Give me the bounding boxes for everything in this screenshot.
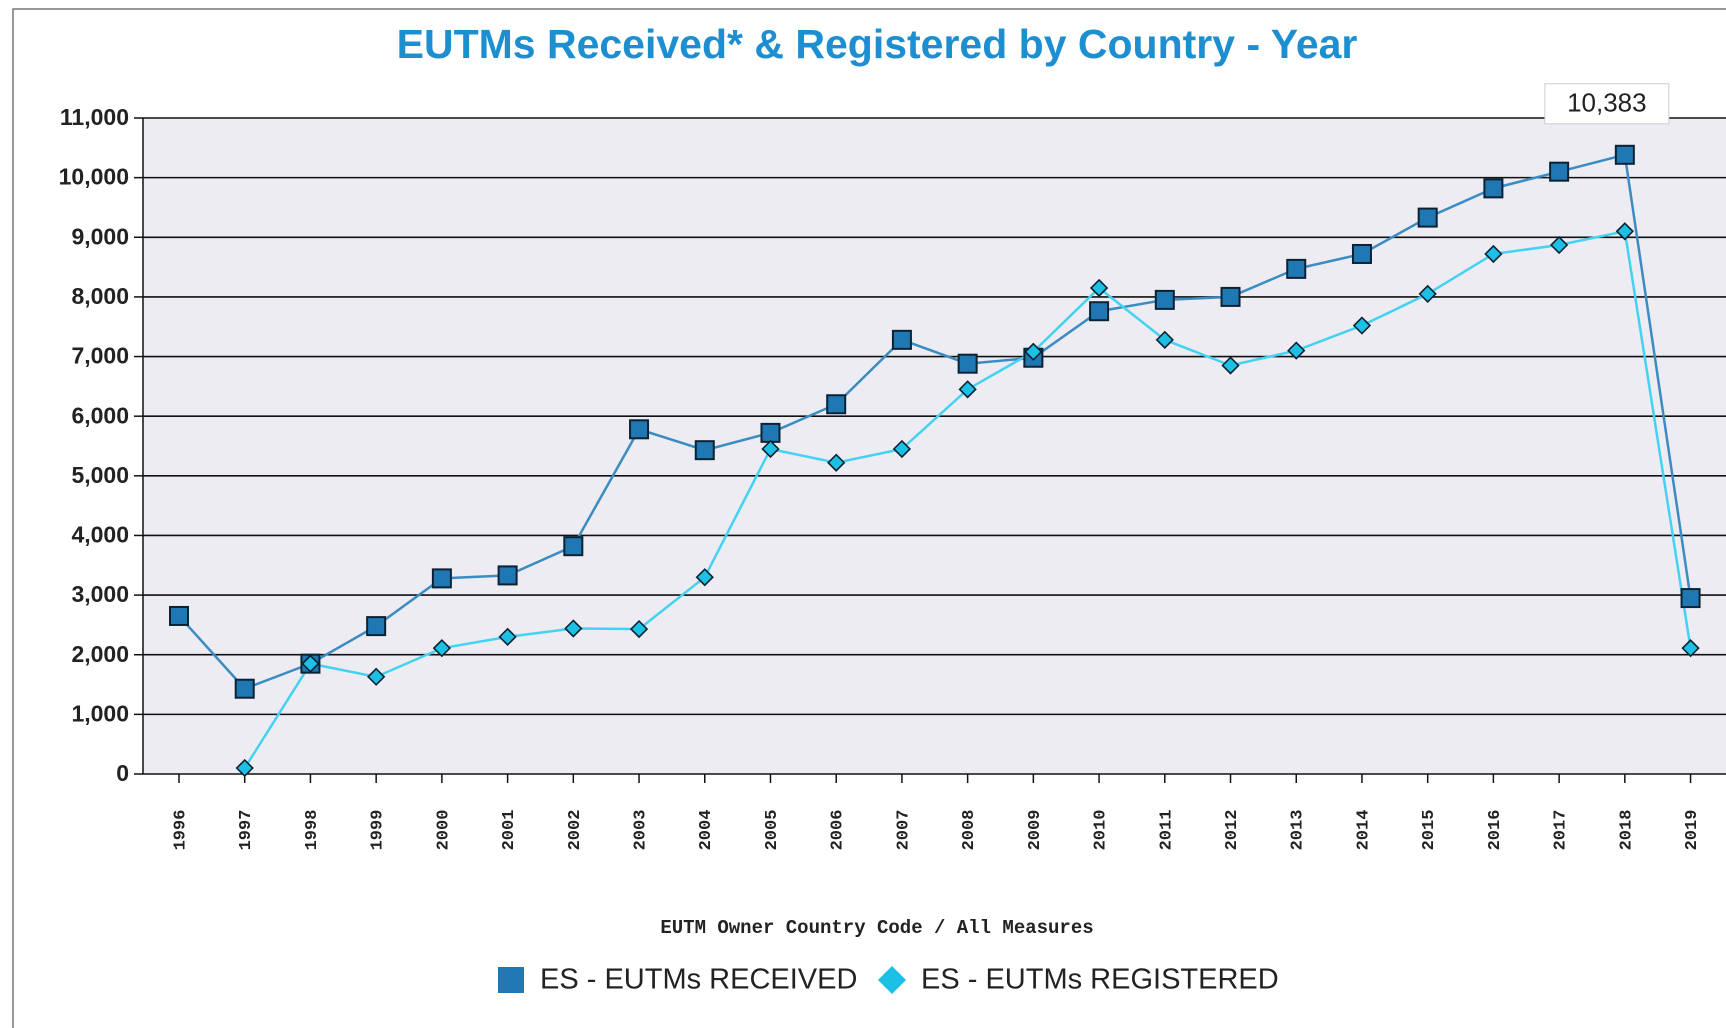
x-tick-label: 1999 [369,810,388,851]
data-point [1220,286,1241,307]
data-label: 10,383 [1567,88,1647,118]
data-point [1351,243,1372,264]
x-tick-label: 2015 [1420,810,1439,851]
data-label-box [1544,83,1670,125]
y-tick-label: 11,000 [60,104,129,130]
data-point [1352,316,1372,335]
data-point [431,568,452,589]
data-point [694,440,715,461]
data-point [827,453,846,472]
data-point [958,380,977,399]
x-tick-label: 2013 [1289,810,1308,851]
legend-swatch [878,966,906,994]
x-tick-label: 2004 [697,810,716,851]
data-point [497,565,518,586]
data-point [301,654,320,673]
x-tick-label: 2000 [434,810,453,851]
data-point [891,329,912,350]
x-tick-label: 1997 [237,810,256,851]
data-point [957,353,978,374]
data-point [1680,588,1701,609]
y-tick-label: 1,000 [71,700,129,726]
data-point [564,619,583,638]
data-point [1615,222,1634,241]
data-point [1089,301,1110,322]
y-tick-label: 4,000 [71,522,129,548]
data-point [169,605,189,626]
data-point [1089,278,1109,298]
data-point [1483,178,1504,199]
x-tick-label: 2007 [894,810,913,851]
data-point [1417,207,1438,228]
x-tick-label: 2005 [763,810,782,851]
y-tick-label: 10,000 [59,164,129,190]
data-point [1286,258,1307,279]
x-tick-label: 2011 [1157,810,1176,851]
x-tick-label: 2002 [566,810,585,851]
data-point [695,568,714,587]
data-point [1024,342,1043,361]
data-point [366,616,387,637]
data-point [367,667,386,686]
y-tick-label: 9,000 [71,223,129,249]
legend-label: ES - EUTMs REGISTERED [921,964,1279,996]
x-axis-label: EUTM Owner Country Code / All Measures [660,917,1093,939]
data-point [760,422,781,443]
data-point [826,394,847,415]
y-tick-label: 2,000 [71,641,129,667]
x-tick-label: 2010 [1092,810,1111,851]
data-point [629,419,650,440]
data-point [1614,144,1635,165]
chart-title: EUTMs Received* & Registered by Country … [397,21,1358,67]
data-point [892,439,912,459]
data-point [1549,161,1570,182]
series-line [178,153,1692,691]
data-point [234,678,255,699]
data-point [1484,244,1503,264]
y-tick-label: 3,000 [71,581,129,607]
y-tick-label: 8,000 [71,283,129,309]
x-tick-label: 2019 [1683,810,1702,851]
data-point [1155,330,1174,349]
legend-swatch [498,967,524,993]
data-point [498,627,517,646]
x-tick-label: 1998 [303,810,322,851]
y-tick-label: 6,000 [71,402,129,428]
data-point [1549,235,1569,255]
x-tick-label: 2009 [1026,810,1045,851]
data-point [432,639,452,658]
x-tick-label: 1996 [171,810,190,851]
x-tick-label: 2001 [500,810,519,851]
y-tick-label: 7,000 [71,343,129,369]
x-tick-label: 2003 [632,810,651,851]
data-point [235,758,254,778]
x-tick-label: 2008 [960,810,979,851]
data-point [563,536,584,557]
x-tick-label: 2006 [829,810,848,851]
data-point [1221,356,1240,375]
data-point [629,619,649,639]
x-tick-label: 2018 [1617,810,1636,851]
data-point [761,439,780,459]
y-tick-label: 5,000 [71,462,129,488]
x-tick-label: 2012 [1223,810,1242,851]
x-tick-label: 2017 [1552,810,1571,851]
x-tick-label: 2016 [1486,810,1505,851]
y-tick-label: 0 [116,760,129,786]
x-tick-label: 2014 [1354,810,1373,851]
data-point [1681,639,1700,658]
data-point [1418,284,1437,304]
data-point [1287,341,1306,360]
legend-label: ES - EUTMs RECEIVED [540,964,857,996]
data-point [1154,289,1175,310]
